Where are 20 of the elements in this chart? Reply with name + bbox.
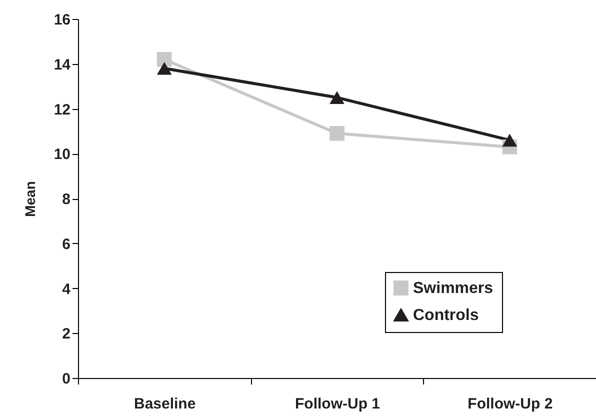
legend-label: Controls (413, 307, 479, 324)
y-tick-label: 0 (62, 370, 70, 388)
y-tick-label: 12 (54, 101, 70, 118)
y-tick-label: 16 (54, 12, 70, 28)
x-tick-label: Follow-Up 2 (468, 396, 553, 412)
point (156, 52, 172, 67)
y-tick-label: 6 (62, 236, 70, 253)
x-tick-label: Follow-Up 1 (295, 396, 380, 412)
point (330, 91, 344, 104)
y-tick-label: 2 (62, 326, 70, 343)
y-tick-label: 8 (62, 191, 70, 208)
point (502, 134, 518, 147)
y-axis-title: Mean (22, 181, 38, 217)
y-tick-label: 4 (62, 280, 72, 298)
point (156, 62, 172, 75)
legend-label: Swimmers (413, 280, 494, 297)
y-tick-label: 14 (54, 56, 72, 74)
y-tick-label: 10 (54, 146, 70, 164)
x-tick-label: Baseline (134, 396, 196, 412)
point (330, 126, 344, 141)
